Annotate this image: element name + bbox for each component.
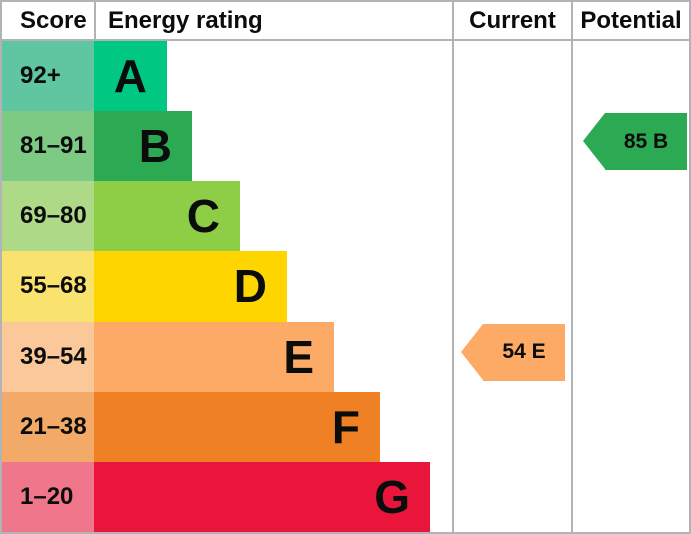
band-bar-cell: D: [94, 251, 452, 322]
current-rating-cell: [452, 111, 571, 182]
band-bar-cell: G: [94, 461, 452, 532]
band-bar: B: [94, 111, 192, 182]
band-bar-cell: E: [94, 321, 452, 392]
band-score-range: 55–68: [2, 251, 94, 322]
band-bar-cell: C: [94, 181, 452, 252]
band-score-range: 1–20: [2, 461, 94, 532]
rating-band-rows: 92+ A 81–91 B 85 B 69–80 C 55–68 D: [2, 41, 689, 532]
potential-rating-cell: [571, 461, 689, 532]
potential-rating-cell: [571, 181, 689, 252]
band-bar-cell: B: [94, 111, 452, 182]
band-letter: F: [331, 400, 360, 453]
band-score-range: 81–91: [2, 111, 94, 182]
band-letter: A: [113, 50, 147, 103]
potential-rating-cell: [571, 41, 689, 112]
band-row-g: 1–20 G: [2, 461, 689, 532]
band-score-range: 69–80: [2, 181, 94, 252]
current-column-header: Current: [452, 2, 571, 39]
band-bar: C: [94, 181, 240, 252]
band-letter: B: [138, 120, 172, 173]
arrow-left-tip: [461, 323, 483, 380]
band-row-a: 92+ A: [2, 41, 689, 112]
band-letter: G: [374, 470, 410, 523]
potential-rating-cell: [571, 321, 689, 392]
potential-rating-cell: [571, 391, 689, 462]
score-column-header: Score: [20, 6, 87, 34]
potential-rating-cell: 85 B: [571, 111, 689, 182]
band-letter: C: [186, 190, 220, 243]
current-rating-cell: [452, 251, 571, 322]
current-rating-cell: 54 E: [452, 321, 571, 392]
energy-rating-column-header: Energy rating: [94, 2, 452, 39]
band-row-b: 81–91 B 85 B: [2, 111, 689, 182]
band-bar-cell: F: [94, 391, 452, 462]
band-bar: A: [94, 41, 167, 112]
band-row-d: 55–68 D: [2, 251, 689, 322]
potential-rating-cell: [571, 251, 689, 322]
band-score-range: 92+: [2, 41, 94, 112]
band-bar: G: [94, 461, 430, 532]
current-rating-cell: [452, 391, 571, 462]
band-letter: D: [233, 260, 267, 313]
band-bar: E: [94, 321, 334, 392]
band-letter: E: [283, 330, 314, 383]
band-bar: D: [94, 251, 287, 322]
band-row-f: 21–38 F: [2, 391, 689, 462]
potential-rating-label: 85 B: [605, 113, 687, 171]
chart-header-row: Score Energy rating Current Potential: [2, 2, 689, 41]
band-bar: F: [94, 391, 380, 462]
band-row-e: 39–54 E 54 E: [2, 321, 689, 392]
current-rating-cell: [452, 461, 571, 532]
band-score-range: 39–54: [2, 321, 94, 392]
band-score-range: 21–38: [2, 391, 94, 462]
potential-rating-arrow: 85 B: [583, 113, 687, 171]
current-rating-label: 54 E: [483, 323, 565, 381]
potential-column-header: Potential: [571, 2, 689, 39]
current-rating-cell: [452, 181, 571, 252]
current-rating-arrow: 54 E: [461, 323, 565, 381]
band-bar-cell: A: [94, 41, 452, 112]
current-rating-cell: [452, 41, 571, 112]
arrow-left-tip: [583, 113, 605, 170]
band-row-c: 69–80 C: [2, 181, 689, 252]
